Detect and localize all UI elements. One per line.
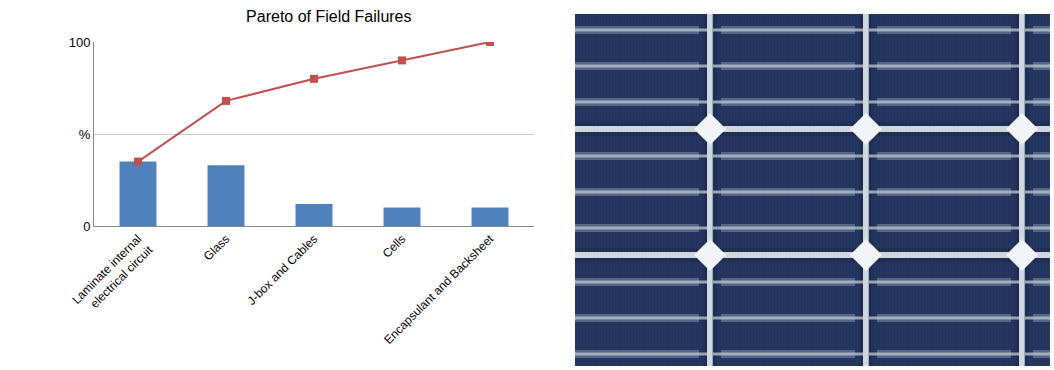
svg-text:0: 0 bbox=[83, 219, 90, 234]
svg-text:Laminate internalelectrical ci: Laminate internalelectrical circuit bbox=[69, 231, 155, 317]
svg-text:J-box and Cables: J-box and Cables bbox=[244, 232, 320, 308]
svg-text:Cells: Cells bbox=[380, 232, 409, 261]
svg-text:Glass: Glass bbox=[201, 232, 233, 264]
svg-text:100: 100 bbox=[69, 35, 91, 50]
svg-text:Encapsulant and Backsheet: Encapsulant and Backsheet bbox=[381, 231, 497, 347]
svg-text:Pareto of Field Failures: Pareto of Field Failures bbox=[246, 8, 411, 25]
svg-text:%: % bbox=[79, 127, 91, 142]
